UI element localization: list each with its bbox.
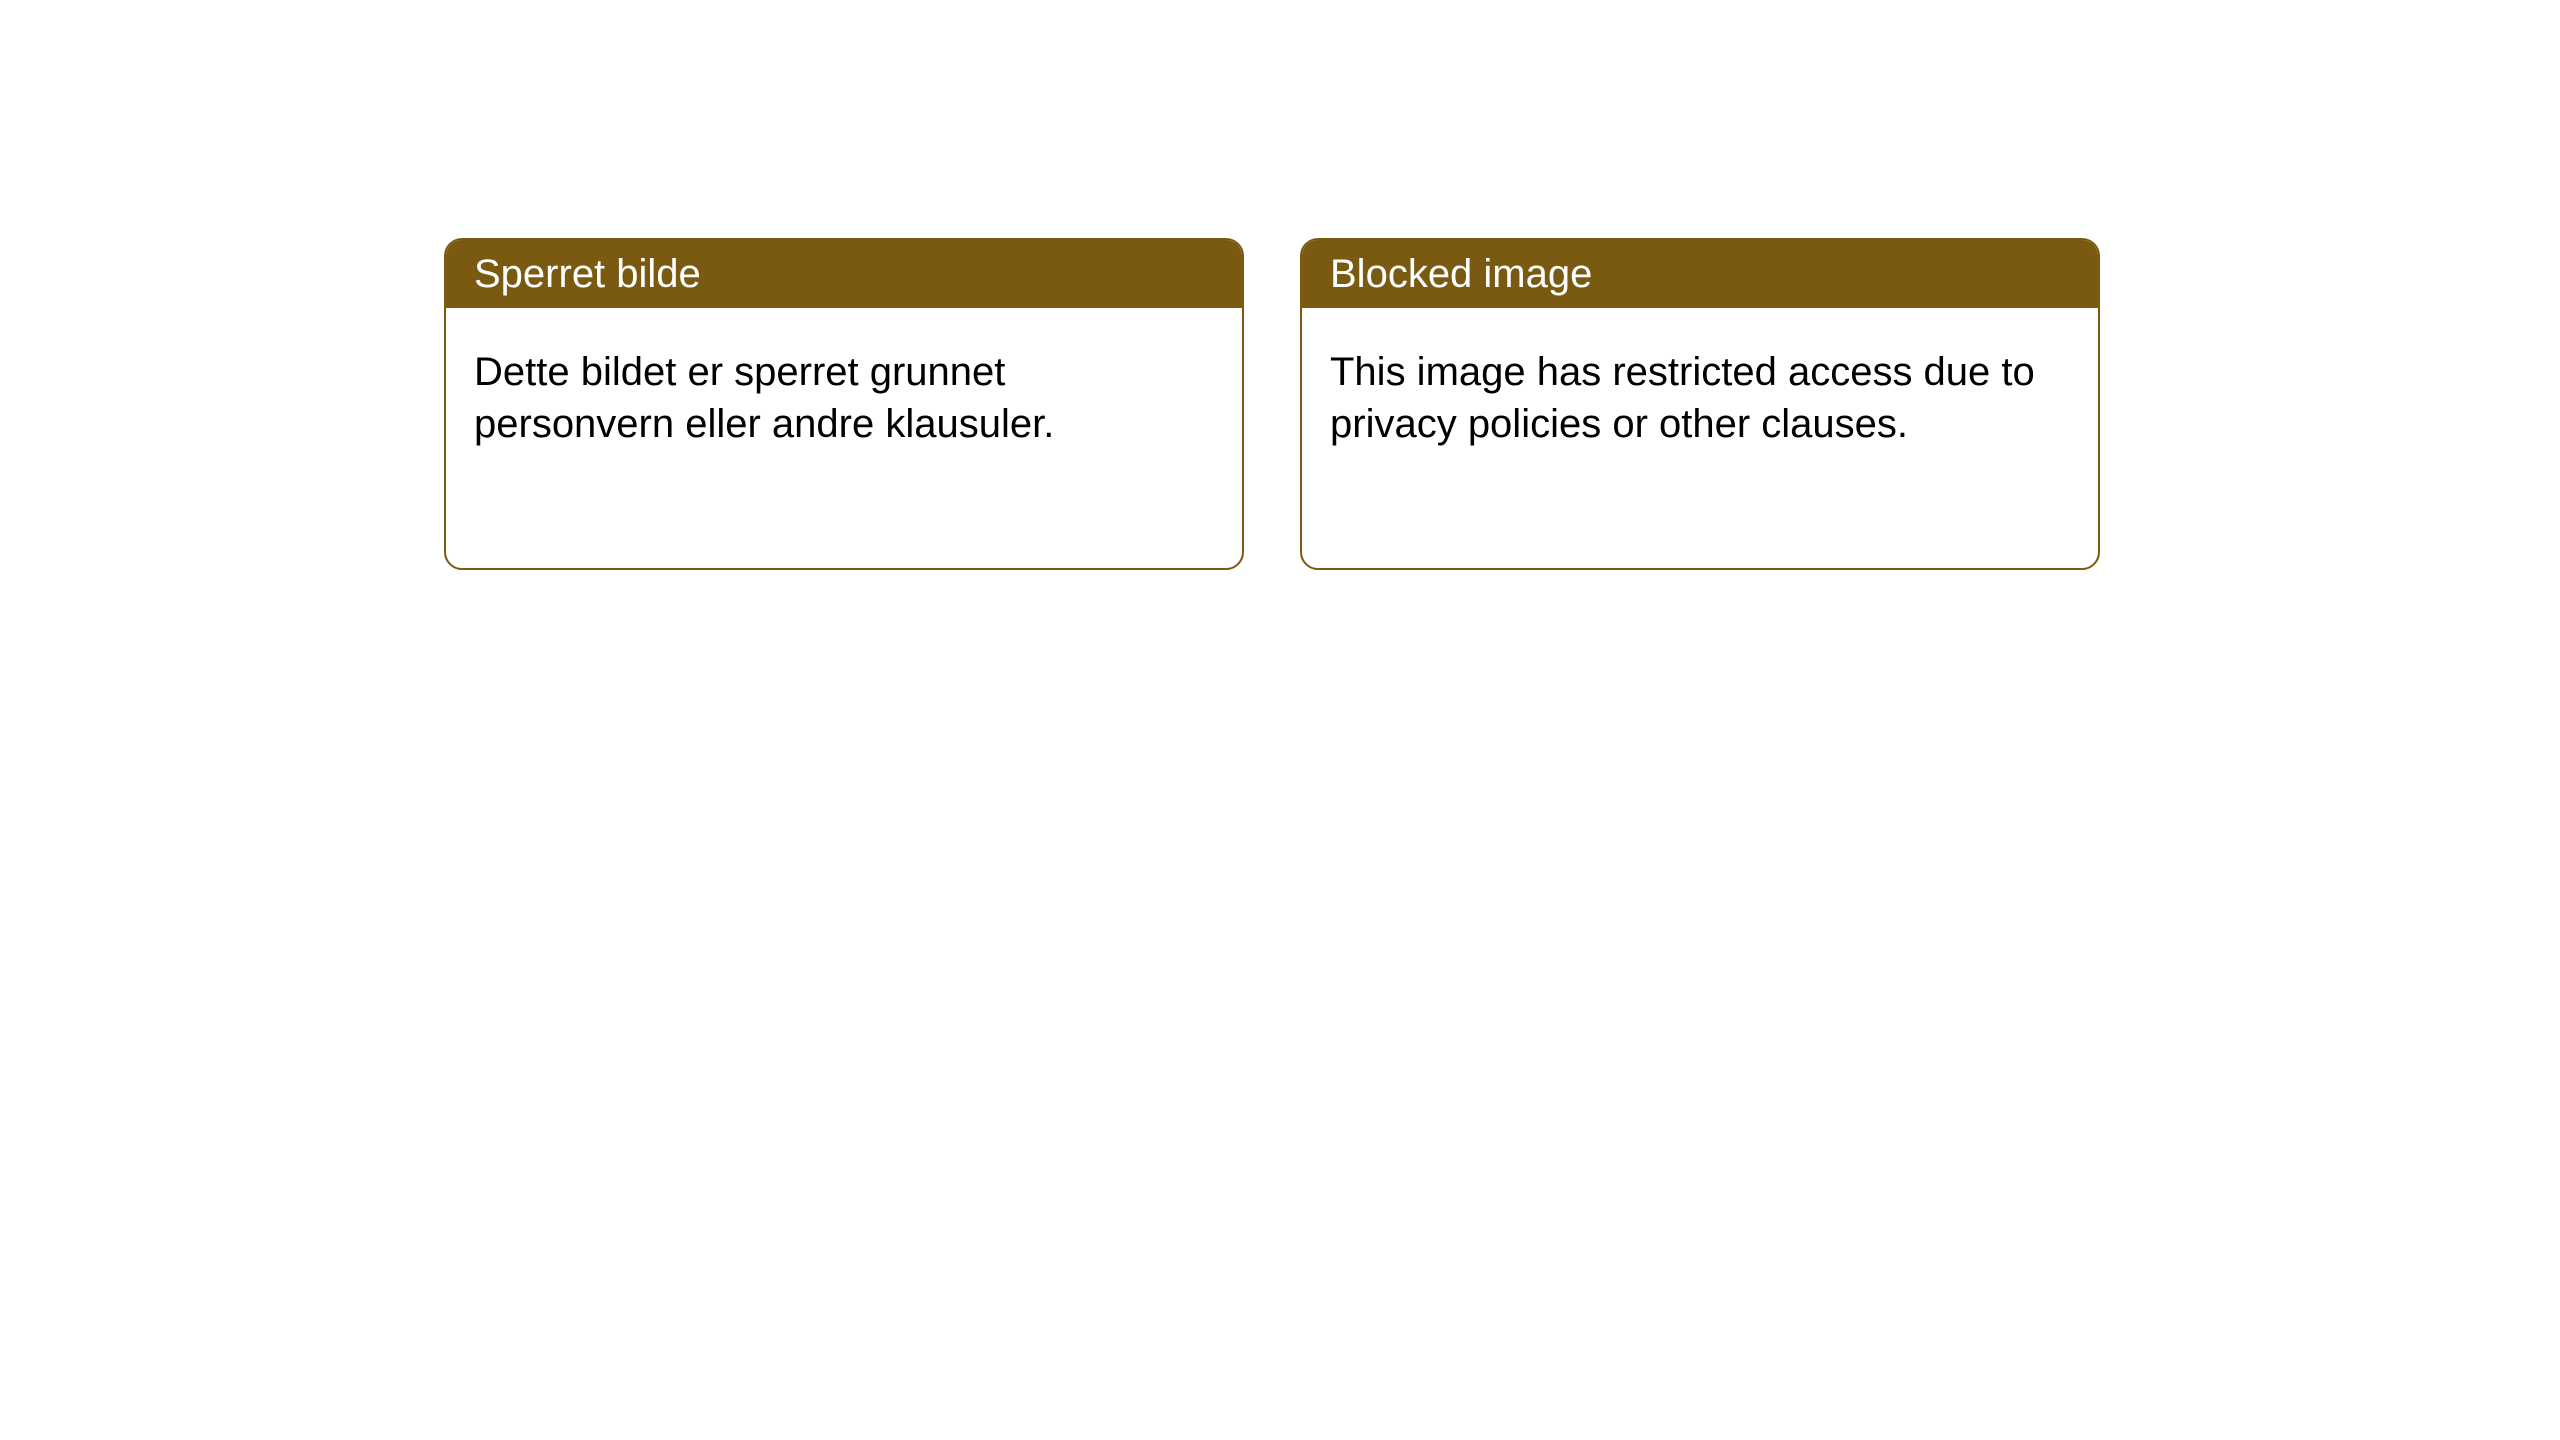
notice-body-english: This image has restricted access due to … xyxy=(1302,308,2098,488)
notice-card-english: Blocked image This image has restricted … xyxy=(1300,238,2100,570)
notice-card-norwegian: Sperret bilde Dette bildet er sperret gr… xyxy=(444,238,1244,570)
notice-title-norwegian: Sperret bilde xyxy=(446,240,1242,308)
notice-title-english: Blocked image xyxy=(1302,240,2098,308)
notice-container: Sperret bilde Dette bildet er sperret gr… xyxy=(0,0,2560,570)
notice-body-norwegian: Dette bildet er sperret grunnet personve… xyxy=(446,308,1242,488)
